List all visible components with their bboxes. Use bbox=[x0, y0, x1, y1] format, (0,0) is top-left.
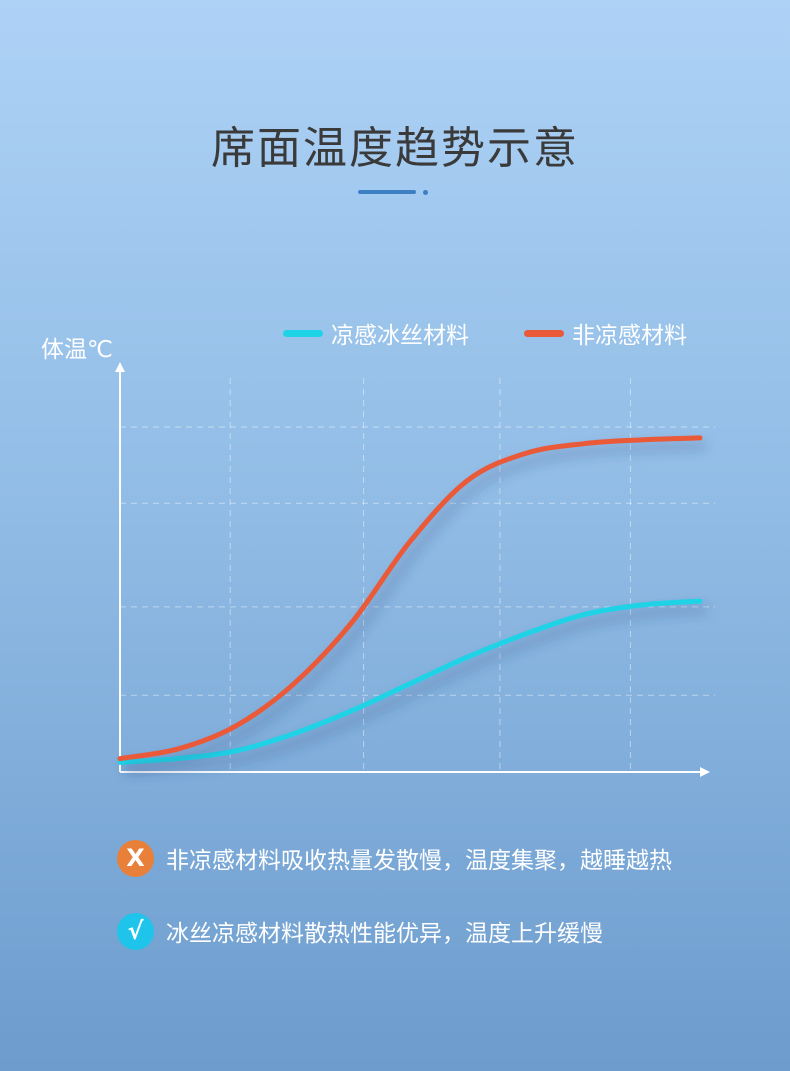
series-line-warm bbox=[117, 435, 703, 762]
series-line-cool bbox=[117, 598, 703, 765]
legend-label-cool: 凉感冰丝材料 bbox=[331, 323, 469, 349]
y-axis-label: 体温℃ bbox=[41, 337, 113, 363]
series-line-warm-shadow bbox=[125, 442, 707, 770]
title-dot bbox=[423, 190, 428, 195]
note-cool-text: 冰丝凉感材料散热性能优异，温度上升缓慢 bbox=[166, 921, 603, 947]
note-warm: X 非凉感材料吸收热量发散慢，温度集聚，越睡越热 bbox=[117, 838, 672, 878]
legend-label-warm: 非凉感材料 bbox=[572, 323, 687, 349]
legend-item-warm: 非凉感材料 bbox=[524, 318, 687, 349]
series-line-cool-shadow bbox=[125, 606, 707, 774]
legend-item-cool: 凉感冰丝材料 bbox=[283, 318, 469, 349]
page-title: 席面温度趋势示意 bbox=[211, 123, 579, 174]
cross-icon: X bbox=[117, 839, 154, 877]
legend-swatch-warm bbox=[524, 329, 564, 337]
legend-swatch-cool bbox=[283, 329, 323, 337]
x-axis-arrow bbox=[700, 767, 710, 777]
note-cool: √ 冰丝凉感材料散热性能优异，温度上升缓慢 bbox=[117, 911, 603, 951]
y-axis-arrow bbox=[115, 362, 125, 372]
title-underline bbox=[358, 190, 416, 194]
check-icon: √ bbox=[117, 912, 154, 950]
note-warm-text: 非凉感材料吸收热量发散慢，温度集聚，越睡越热 bbox=[166, 848, 672, 874]
